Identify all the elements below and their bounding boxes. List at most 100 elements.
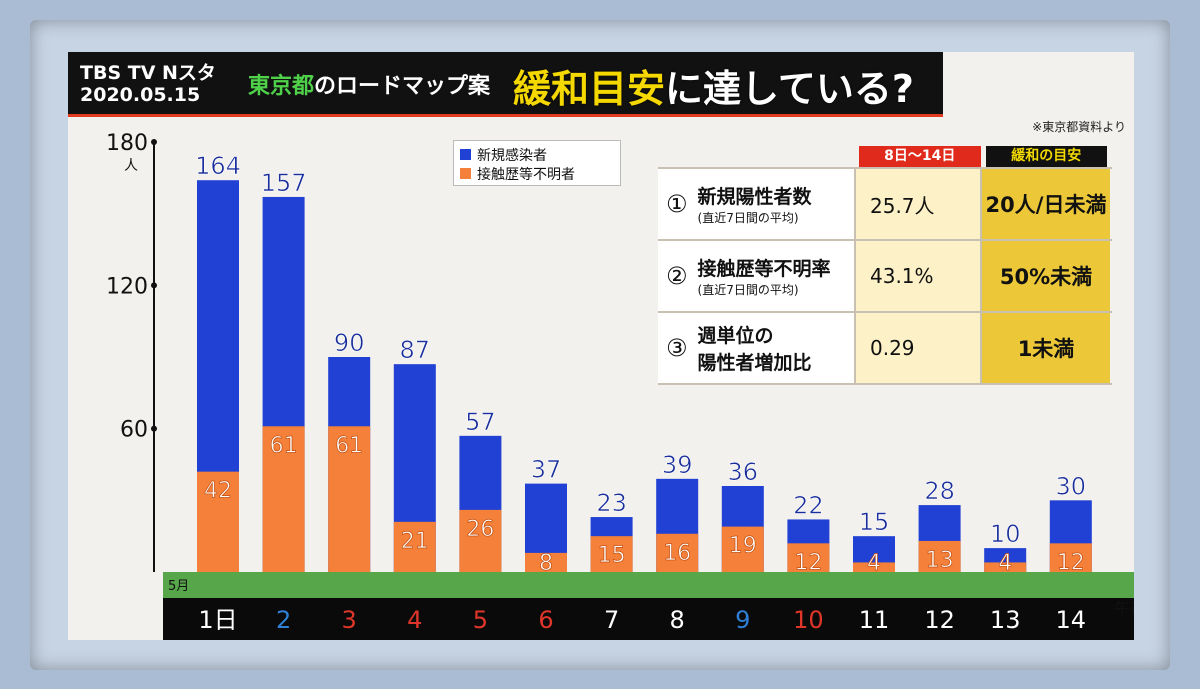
row-subtitle: (直近7日間の平均): [697, 283, 799, 297]
bar-unknown-label: 61: [270, 433, 298, 458]
x-tick-label: 6: [538, 606, 553, 634]
main-title-yellow: 緩和目安: [513, 67, 666, 111]
bar-total-label: 36: [728, 458, 759, 486]
row-label: ① 新規陽性者数 (直近7日間の平均): [658, 169, 856, 239]
y-tick-label: 60: [120, 418, 148, 443]
bar-total-label: 39: [662, 451, 693, 479]
bar-unknown-label: 21: [401, 529, 429, 554]
bar-unknown-label: 4: [867, 551, 881, 576]
bar-total-label: 37: [531, 456, 562, 484]
x-tick-label: 12: [924, 606, 955, 634]
row-target-text: 50%未満: [999, 265, 1093, 289]
y-tick-dot: [151, 425, 157, 432]
row-subtitle: (直近7日間の平均): [697, 211, 799, 225]
legend-item-new-cases: 新規感染者: [460, 145, 614, 164]
bar-total-label: 22: [793, 491, 824, 519]
bar-total-label: 10: [990, 520, 1021, 548]
bar-total-label: 23: [596, 489, 627, 517]
sub-title-highlight: 東京都: [248, 74, 315, 99]
bar-unknown-contact: [918, 540, 961, 572]
bar-unknown-contact: [1049, 543, 1092, 572]
bar-unknown-label: 15: [598, 543, 626, 568]
bar-unknown-contact: [787, 543, 830, 572]
main-title-white: に達している?: [665, 67, 914, 111]
main-title: 緩和目安に達している?: [513, 58, 914, 113]
row-target: 50%未満: [982, 241, 1110, 311]
day-band: [163, 598, 1134, 640]
row-value: 0.29: [856, 313, 982, 383]
row-target-text: 20人/日未満: [985, 193, 1107, 217]
header-target: 緩和の目安: [985, 146, 1107, 167]
month-label: 5月: [168, 579, 189, 594]
row-target-text: 1未満: [1017, 337, 1075, 361]
bar-unknown-contact: [393, 521, 436, 572]
x-tick-label: 4: [407, 606, 422, 634]
y-tick-label: 180: [106, 131, 148, 156]
x-tick-label: 10: [793, 606, 824, 634]
row-label: ③ 週単位の 陽性者増加比: [658, 313, 856, 383]
bar-total-label: 90: [334, 329, 365, 357]
bar-unknown-contact: [853, 562, 895, 572]
bar-unknown-label: 13: [926, 548, 954, 573]
bar-total-label: 157: [261, 169, 307, 197]
tv-screen: 60 120 180 人 164 42 157 61 90 61 87 21 57 26 37 8 23 15 3…: [68, 52, 1134, 640]
bar-unknown-label: 16: [663, 541, 691, 566]
bar-unknown-label: 12: [794, 550, 822, 575]
bar-unknown-contact: [197, 471, 239, 572]
row-target: 1未満: [982, 313, 1110, 383]
bar-unknown-label: 12: [1057, 550, 1085, 575]
row-label: ② 接触歴等不明率 (直近7日間の平均): [658, 241, 856, 311]
bar-unknown-contact: [525, 552, 567, 572]
bar-unknown-label: 8: [539, 551, 553, 576]
bar-unknown-label: 42: [204, 479, 232, 504]
source-note: ※東京都資料より: [1032, 120, 1126, 134]
x-tick-label: 3: [342, 606, 357, 634]
bar-total-label: 15: [859, 508, 890, 536]
x-tick-label: 11: [859, 606, 890, 634]
legend-label-unknown: 接触歴等不明者: [477, 166, 575, 183]
bar-unknown-label: 4: [998, 551, 1012, 576]
x-tick-label: 13: [990, 606, 1021, 634]
table-row: ③ 週単位の 陽性者増加比 0.29 1未満: [658, 313, 1112, 385]
table-body: ① 新規陽性者数 (直近7日間の平均) 25.7人 20人/日未満 ② 接触歴等…: [658, 167, 1112, 385]
row-title: 接触歴等不明率: [697, 258, 831, 280]
x-tick-label: 14: [1056, 606, 1087, 634]
bar-unknown-contact: [590, 536, 633, 572]
x-tick-label: 2: [276, 606, 291, 634]
criteria-table: 8日〜14日 緩和の目安 ① 新規陽性者数 (直近7日間の平均) 25.7人 2…: [658, 146, 1112, 385]
sub-title: 東京都のロードマップ案: [248, 68, 490, 100]
bar-unknown-contact: [721, 526, 764, 572]
bar-total-label: 30: [1056, 472, 1087, 500]
row-value: 25.7人: [856, 169, 982, 239]
bar-unknown-contact: [459, 509, 502, 572]
row-target: 20人/日未満: [982, 169, 1110, 239]
legend-item-unknown: 接触歴等不明者: [460, 164, 614, 183]
bar-total-label: 28: [924, 477, 955, 505]
row-value: 43.1%: [856, 241, 982, 311]
y-tick-dot: [151, 282, 157, 289]
table-header: 8日〜14日 緩和の目安: [859, 146, 1112, 167]
row-number: ②: [666, 262, 688, 290]
x-tick-label: 7: [604, 606, 619, 634]
bar-unknown-contact: [262, 426, 305, 572]
bar-total-label: 164: [195, 152, 241, 180]
row-title: 新規陽性者数: [697, 186, 812, 208]
bar-unknown-contact: [328, 426, 371, 572]
row-title-line2: 陽性者増加比: [697, 352, 812, 374]
legend-label-new-cases: 新規感染者: [477, 147, 547, 164]
x-tick-label: 8: [670, 606, 685, 634]
month-band: [163, 572, 1134, 598]
legend: 新規感染者 接触歴等不明者: [453, 140, 621, 186]
bar-unknown-label: 26: [466, 517, 494, 542]
bar-unknown-label: 19: [729, 534, 757, 559]
x-tick-label: 1日: [198, 606, 237, 634]
table-row: ① 新規陽性者数 (直近7日間の平均) 25.7人 20人/日未満: [658, 169, 1112, 241]
row-title: 週単位の: [697, 325, 774, 347]
bar-unknown-contact: [984, 562, 1027, 572]
sub-title-rest: のロードマップ案: [314, 74, 491, 99]
bar-unknown-contact: [656, 533, 699, 572]
broadcast-date: 2020.05.15: [80, 84, 201, 106]
y-unit-label: 人: [124, 158, 138, 174]
header-period: 8日〜14日: [859, 146, 981, 167]
channel-logo: TBS TV Nスタ: [80, 62, 216, 84]
